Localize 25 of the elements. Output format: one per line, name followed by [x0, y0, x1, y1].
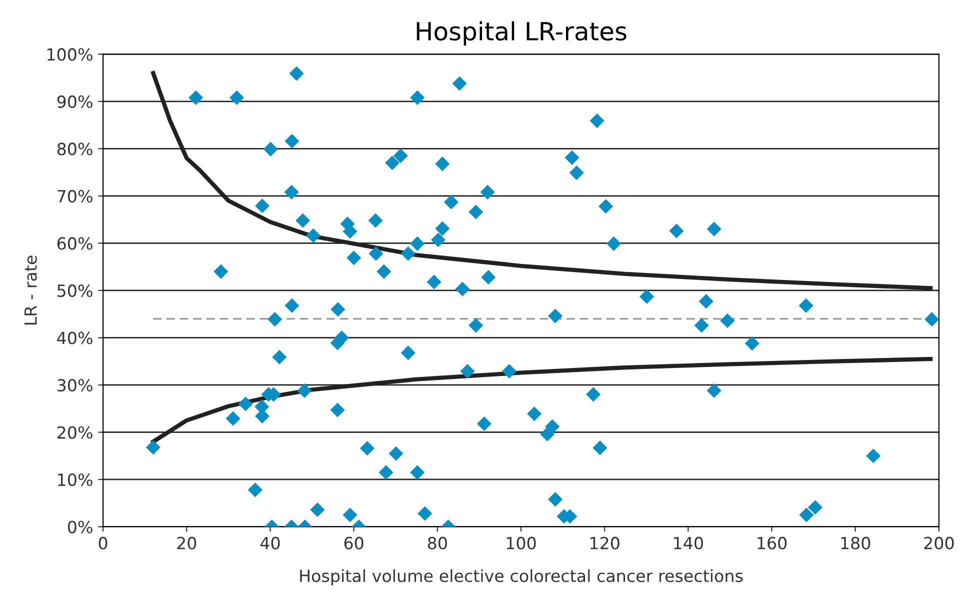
x-tick-label: 40 — [260, 536, 280, 550]
y-tick-label: 50% — [58, 284, 92, 298]
x-tick-label: 0 — [98, 536, 108, 550]
y-tick-label: 0% — [68, 520, 92, 534]
y-axis-title: LR - rate — [24, 256, 37, 324]
y-tick-label: 60% — [57, 237, 92, 250]
y-tick-label: 100% — [48, 48, 92, 61]
x-axis-title: Hospital volume elective colorectal cancer resections — [300, 569, 743, 586]
y-tick-label: 80% — [57, 142, 92, 156]
y-tick-label: 70% — [58, 190, 92, 203]
y-tick-label: 40% — [57, 332, 92, 344]
x-tick-label: 20 — [177, 536, 196, 550]
x-tick-label: 200 — [924, 536, 954, 550]
x-tick-label: 80 — [428, 536, 447, 550]
y-tick-label: 20% — [57, 426, 92, 439]
x-tick-label: 140 — [674, 536, 703, 550]
y-tick-label: 10% — [58, 473, 92, 486]
y-tick-label: 30% — [58, 378, 92, 392]
x-tick-label: 180 — [841, 536, 870, 550]
chart-title: Hospital LR-rates — [416, 21, 626, 46]
y-tick-label: 90% — [57, 95, 92, 108]
x-tick-label: 120 — [590, 536, 620, 550]
x-tick-label: 160 — [758, 536, 787, 550]
x-tick-label: 100 — [506, 536, 536, 550]
x-tick-label: 60 — [344, 536, 364, 550]
